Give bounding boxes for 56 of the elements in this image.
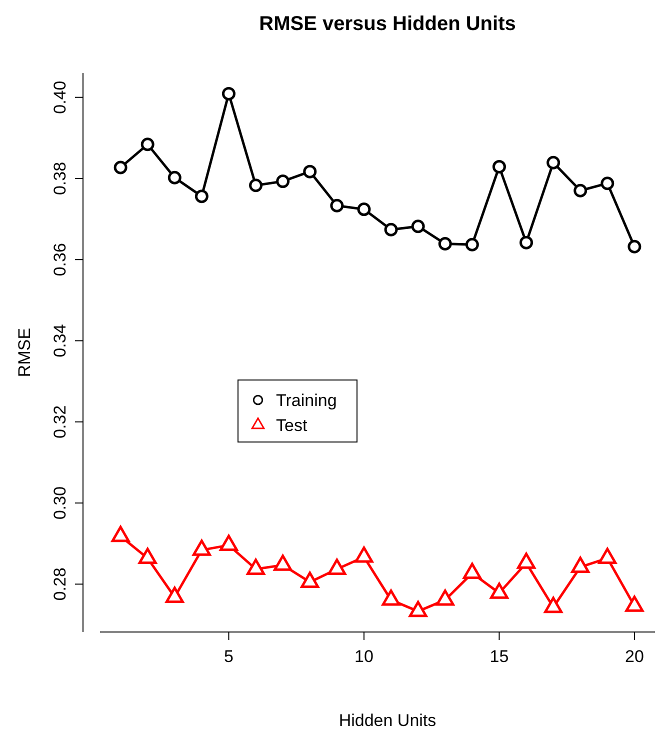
y-tick-label: 0.40 — [50, 80, 70, 114]
point — [628, 240, 642, 254]
point — [111, 526, 130, 542]
x-tick-label: 5 — [224, 647, 234, 666]
point — [168, 170, 182, 184]
point — [574, 184, 588, 198]
y-tick-label: 0.32 — [50, 405, 70, 438]
point — [354, 546, 374, 563]
point — [140, 138, 154, 152]
y-tick-label: 0.34 — [50, 324, 70, 358]
point — [249, 178, 263, 192]
point — [300, 572, 320, 588]
y-tick-label: 0.28 — [50, 568, 70, 601]
point — [625, 596, 644, 612]
point — [408, 600, 428, 618]
point — [600, 176, 614, 190]
x-tick-label: 10 — [354, 647, 374, 666]
point — [517, 552, 536, 569]
point — [462, 562, 482, 580]
point — [303, 164, 317, 178]
point — [138, 548, 157, 564]
point — [492, 160, 506, 174]
point — [274, 554, 292, 571]
point — [276, 174, 290, 188]
legend-label: Training — [276, 391, 337, 410]
point — [411, 220, 425, 234]
point — [328, 558, 346, 575]
point — [544, 596, 563, 614]
point — [465, 238, 479, 252]
y-tick-label: 0.36 — [50, 243, 70, 276]
point — [114, 160, 128, 174]
x-tick-label: 20 — [624, 647, 644, 666]
point — [598, 548, 617, 564]
y-tick-label: 0.30 — [50, 486, 70, 520]
point — [165, 586, 184, 603]
point — [220, 534, 238, 552]
point — [222, 86, 236, 100]
point — [438, 237, 452, 251]
point — [246, 558, 266, 575]
point — [436, 590, 454, 606]
x-tick-label: 15 — [490, 647, 509, 666]
point — [194, 190, 208, 204]
point — [490, 582, 508, 599]
point — [330, 198, 344, 212]
point — [357, 202, 371, 216]
chart-title: RMSE versus Hidden Units — [259, 13, 516, 35]
legend-label: Test — [276, 416, 308, 435]
point — [382, 590, 400, 606]
point — [520, 236, 534, 250]
point — [192, 540, 211, 556]
point — [571, 556, 590, 573]
y-axis-title: RMSE — [15, 328, 34, 378]
x-axis-title: Hidden Units — [338, 711, 436, 729]
y-tick-label: 0.38 — [50, 162, 70, 196]
point — [384, 222, 398, 236]
point — [546, 156, 560, 170]
